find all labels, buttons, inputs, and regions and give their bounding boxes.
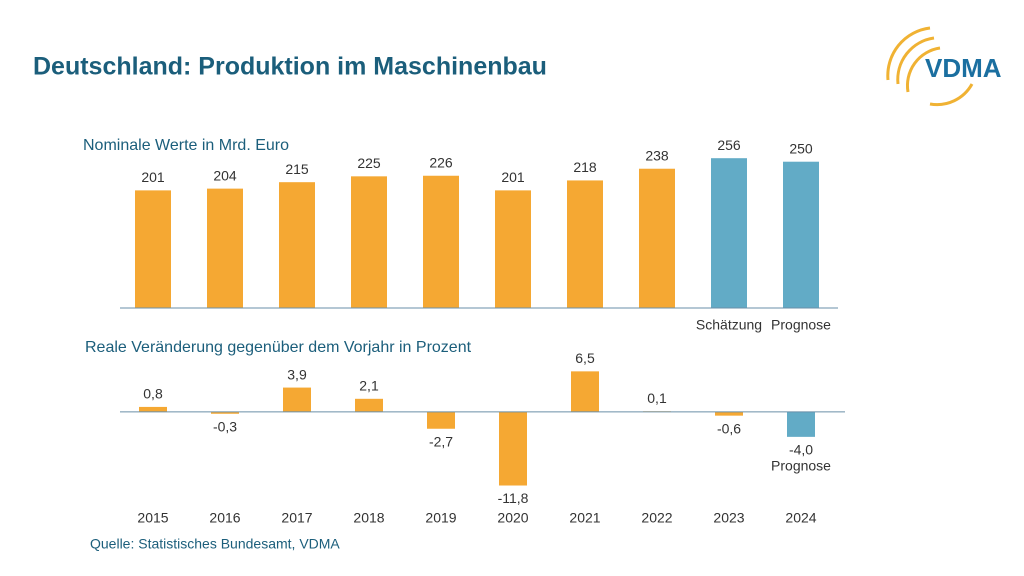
bar (135, 190, 171, 308)
bar (499, 411, 527, 486)
bar (355, 398, 383, 412)
value-label: -4,0 (789, 442, 813, 458)
value-label: 2,1 (359, 378, 379, 394)
bar (711, 158, 747, 308)
bar (567, 180, 603, 308)
value-label: 3,9 (287, 366, 307, 382)
source: Quelle: Statistisches Bundesamt, VDMA (90, 536, 340, 552)
slide-title: Deutschland: Produktion im Maschinenbau (33, 53, 547, 81)
category-label: 2022 (641, 510, 672, 526)
value-label: 0,1 (647, 390, 667, 406)
logo: VDMA (886, 26, 1002, 107)
logo-text: VDMA (925, 53, 1002, 83)
bar (783, 161, 819, 308)
bar (351, 176, 387, 308)
logo-arc (929, 83, 974, 107)
bar (787, 411, 815, 437)
value-label: 256 (717, 137, 741, 153)
category-label: Prognose (771, 317, 831, 333)
logo-arc (905, 46, 941, 93)
value-label: 215 (285, 161, 309, 177)
value-label: 204 (213, 167, 237, 183)
category-label: 2019 (425, 510, 456, 526)
bar (211, 411, 239, 414)
category-label: 2017 (281, 510, 312, 526)
bar (427, 411, 455, 429)
annotation: Prognose (771, 458, 831, 474)
bar (279, 182, 315, 308)
bar (571, 371, 599, 412)
bar (715, 411, 743, 416)
bar (495, 190, 531, 308)
category-label: 2016 (209, 510, 240, 526)
category-label: 2021 (569, 510, 600, 526)
value-label: 226 (429, 154, 453, 170)
value-label: 250 (789, 140, 813, 156)
category-label: 2018 (353, 510, 384, 526)
value-label: -2,7 (429, 433, 453, 449)
value-label: 225 (357, 155, 381, 171)
bar (283, 387, 311, 412)
bar (639, 168, 675, 308)
value-label: 238 (645, 147, 669, 163)
value-label: -11,8 (498, 490, 529, 506)
category-label: 2023 (713, 510, 744, 526)
chart-title: Reale Veränderung gegenüber dem Vorjahr … (85, 339, 472, 356)
bar (207, 188, 243, 308)
value-label: 6,5 (575, 350, 595, 366)
category-label: 2020 (497, 510, 528, 526)
bar (423, 175, 459, 308)
bar (139, 406, 167, 412)
value-label: -0,6 (717, 420, 741, 436)
category-label: 2024 (785, 510, 816, 526)
logo-arc (896, 36, 935, 85)
category-label: Schätzung (696, 317, 762, 333)
value-label: 0,8 (143, 386, 163, 402)
logo-arc (886, 26, 931, 81)
category-label: 2015 (137, 510, 168, 526)
value-label: -0,3 (213, 418, 237, 434)
value-label: 201 (501, 169, 525, 185)
chart-title: Nominale Werte in Mrd. Euro (83, 137, 289, 154)
value-label: 201 (141, 169, 165, 185)
value-label: 218 (573, 159, 597, 175)
